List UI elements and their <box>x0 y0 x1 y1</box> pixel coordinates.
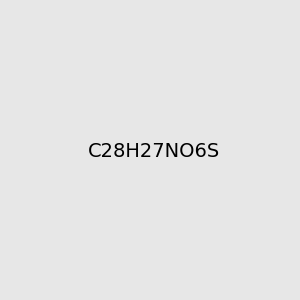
Text: C28H27NO6S: C28H27NO6S <box>88 142 220 161</box>
